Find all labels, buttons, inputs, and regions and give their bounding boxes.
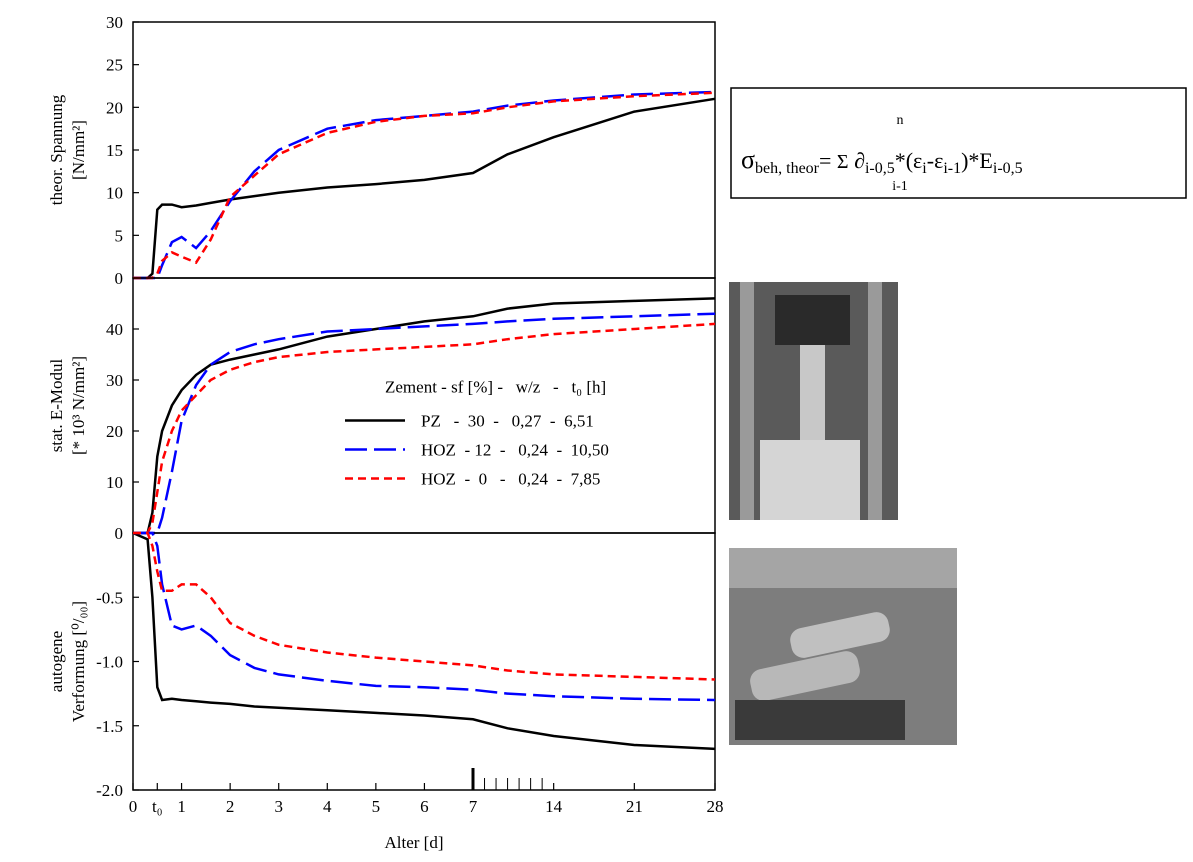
- y-tick-label: 0: [115, 524, 124, 543]
- photo-detail: [868, 282, 882, 520]
- formula-frame: [730, 87, 1187, 199]
- formula-part: ∂: [849, 148, 865, 173]
- x-tick-label: t₀: [152, 797, 163, 816]
- y-tick-label: 30: [106, 371, 123, 390]
- x-tick-label: 0: [129, 797, 138, 816]
- photo-press: [729, 282, 898, 520]
- series-line: [133, 91, 716, 280]
- formula-part: =: [819, 148, 837, 173]
- x-tick-label: 21: [626, 797, 643, 816]
- y-tick-label: 0: [115, 269, 124, 288]
- formula-part: σ: [741, 145, 755, 174]
- y-tick-label: 10: [106, 184, 123, 203]
- x-tick-label: 7: [469, 797, 478, 816]
- formula: σbeh, theor= Σ ∂i-0,5*(εi-εi-1)*Ei-0,5: [741, 145, 1023, 177]
- photo-detail: [729, 548, 957, 588]
- x-tick-label: 1: [177, 797, 186, 816]
- x-tick-label: 2: [226, 797, 235, 816]
- y-tick-label: 10: [106, 473, 123, 492]
- y-tick-label: -1.5: [96, 717, 123, 736]
- plot-frame: [132, 21, 716, 279]
- photo-detail: [760, 440, 860, 520]
- formula-part: i-1: [943, 160, 961, 177]
- formula-box: σbeh, theor= Σ ∂i-0,5*(εi-εi-1)*Ei-0,5 n…: [730, 87, 1187, 199]
- formula-part: *(ε: [895, 148, 923, 173]
- photo-shrinkage: [729, 548, 957, 745]
- sum-lower: i-1: [892, 179, 908, 194]
- y-tick-label: 20: [106, 422, 123, 441]
- photo-detail: [790, 612, 890, 658]
- y-tick-label: -1.0: [96, 653, 123, 672]
- legend-title: Zement - sf [%] - w/z - t₀ [h]: [385, 378, 606, 397]
- y-axis-label: autogene: [47, 631, 66, 692]
- y-axis-label: Verformung [⁰/₀₀]: [69, 601, 88, 722]
- photo-detail: [740, 282, 754, 520]
- photo-detail: [775, 295, 850, 345]
- y-tick-label: 25: [106, 56, 123, 75]
- y-axis-label: [N/mm²]: [69, 120, 88, 180]
- formula-part: -ε: [927, 148, 944, 173]
- y-tick-label: 15: [106, 141, 123, 160]
- formula-part: )*E: [961, 148, 993, 173]
- y-tick-label: 40: [106, 320, 123, 339]
- formula-part: beh, theor: [755, 160, 820, 177]
- series-line: [133, 297, 716, 535]
- x-tick-label: 28: [707, 797, 724, 816]
- formula-part: i-0,5: [993, 160, 1023, 177]
- y-axis-label: theor. Spannung: [47, 94, 66, 205]
- y-tick-label: 30: [106, 13, 123, 32]
- y-tick-label: 20: [106, 98, 123, 117]
- formula-part: i-0,5: [865, 160, 895, 177]
- x-tick-label: 14: [545, 797, 563, 816]
- y-tick-label: 5: [115, 226, 124, 245]
- photo-detail: [750, 651, 860, 701]
- legend-label: HOZ - 0 - 0,24 - 7,85: [421, 470, 600, 489]
- series-line: [133, 531, 716, 681]
- x-tick-label: 4: [323, 797, 332, 816]
- series-line: [133, 531, 716, 702]
- photo-detail: [735, 700, 905, 740]
- series-line: [133, 97, 716, 280]
- legend-label: PZ - 30 - 0,27 - 6,51: [421, 412, 594, 431]
- series-line: [133, 312, 716, 535]
- sum-upper: n: [897, 113, 904, 128]
- x-tick-label: 3: [274, 797, 283, 816]
- y-axis-label: [* 10³ N/mm²]: [69, 356, 88, 455]
- y-tick-label: -0.5: [96, 588, 123, 607]
- y-axis-label: stat. E-Modul: [47, 358, 66, 452]
- series-line: [133, 90, 716, 280]
- y-tick-label: -2.0: [96, 781, 123, 800]
- x-tick-label: 6: [420, 797, 429, 816]
- photo-detail: [800, 345, 825, 445]
- formula-part: i: [922, 160, 927, 177]
- plot-frame: [132, 532, 716, 791]
- legend-label: HOZ - 12 - 0,24 - 10,50: [421, 441, 609, 460]
- x-axis-label: Alter [d]: [384, 833, 443, 852]
- series-line: [132, 531, 716, 751]
- formula-part: Σ: [837, 151, 849, 173]
- x-tick-label: 5: [372, 797, 381, 816]
